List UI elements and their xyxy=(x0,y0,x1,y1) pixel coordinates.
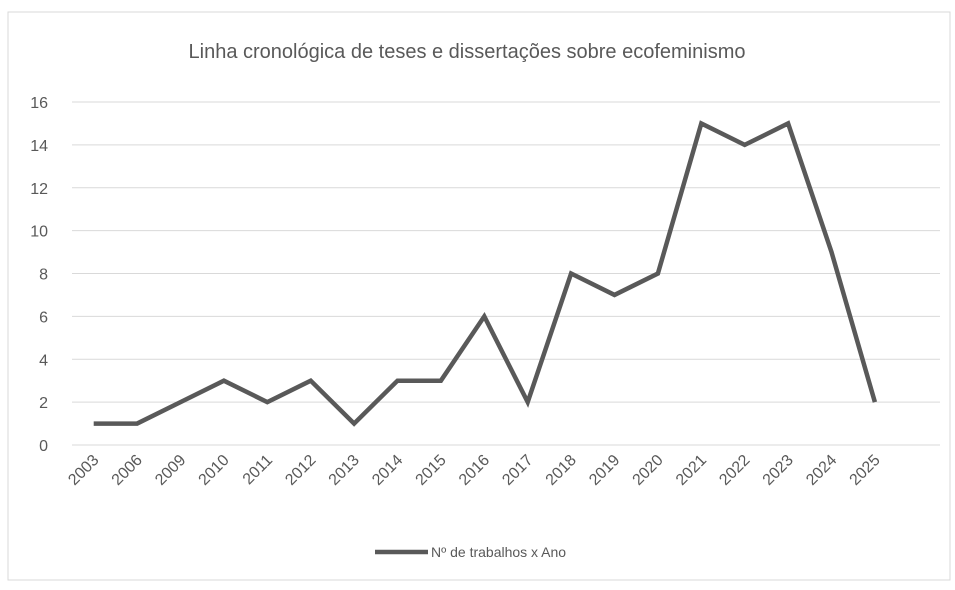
y-tick-label: 14 xyxy=(30,138,48,155)
y-tick-label: 6 xyxy=(39,309,48,326)
y-tick-label: 2 xyxy=(39,395,48,412)
y-tick-label: 12 xyxy=(30,181,48,198)
y-tick-label: 4 xyxy=(39,352,48,369)
legend-label: Nº de trabalhos x Ano xyxy=(431,544,566,560)
data-line xyxy=(93,120,878,427)
y-tick-label: 8 xyxy=(39,267,48,284)
y-tick-label: 10 xyxy=(30,224,48,241)
chart-border xyxy=(7,11,951,581)
y-tick-label: 16 xyxy=(30,95,48,112)
chart-title: Linha cronológica de teses e dissertaçõe… xyxy=(189,41,746,63)
y-tick-label: 0 xyxy=(39,438,48,455)
